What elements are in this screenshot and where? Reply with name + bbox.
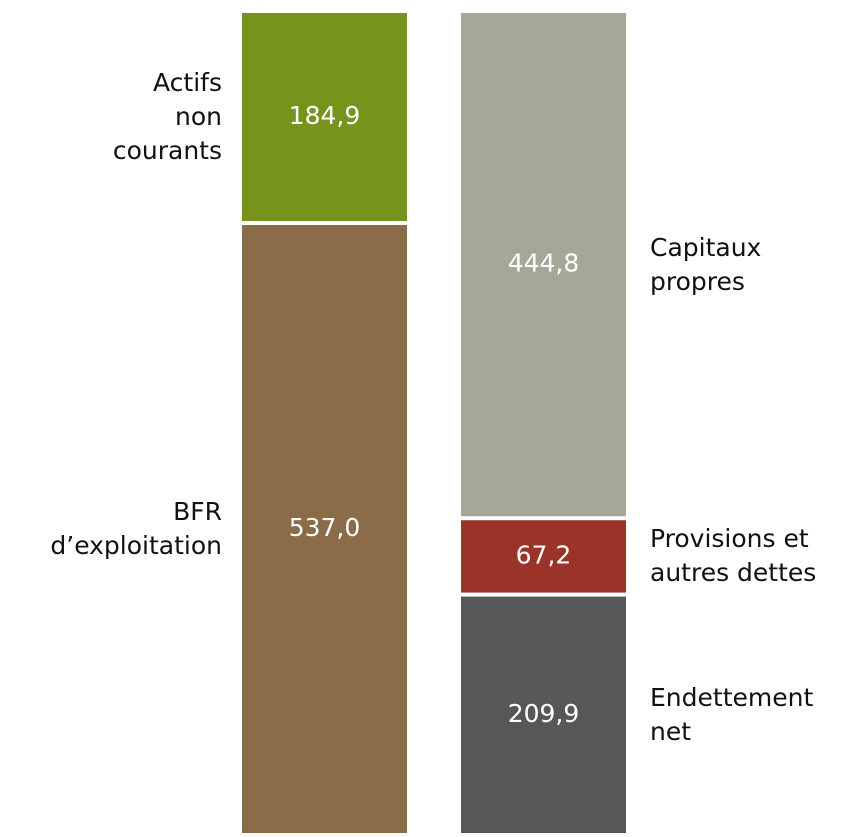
bar-segment [242,13,407,222]
bar-segment [461,520,626,593]
bar-segment [461,596,626,833]
segment-label: BFR d’exploitation [50,497,222,560]
value-label: 67,2 [516,540,572,569]
segment-label: Capitaux propres [650,232,762,296]
bar-segment [242,225,407,834]
value-label: 444,8 [508,249,580,278]
segment-label: Actifs non courants [112,68,222,165]
bar-segment [461,13,626,517]
segment-label: Provisions et autres dettes [650,524,817,588]
segment-label: Endettement net [650,682,814,746]
value-label: 537,0 [289,513,361,542]
value-label: 184,9 [289,101,361,130]
value-label: 209,9 [508,699,580,728]
